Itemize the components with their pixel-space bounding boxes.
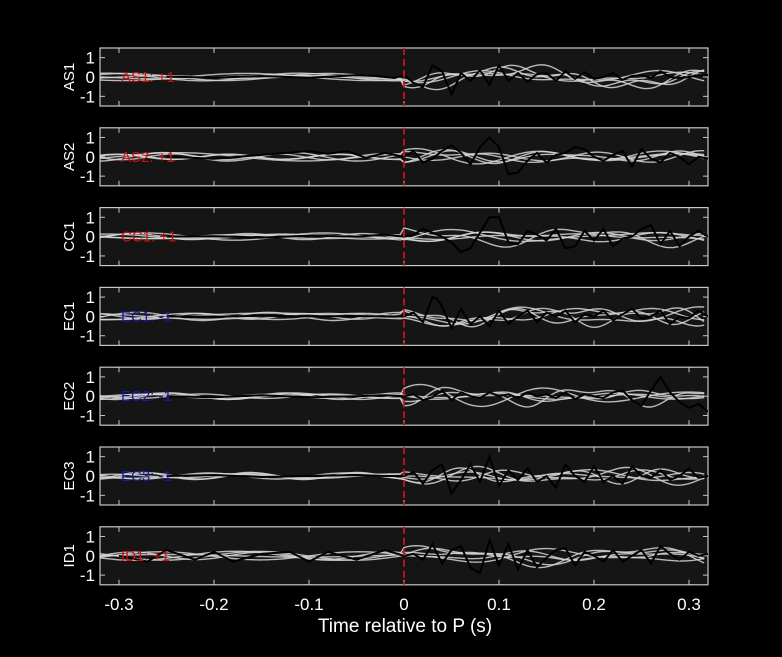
y-tick-label: -1 (80, 566, 95, 585)
y-tick-label: 1 (86, 448, 95, 467)
y-tick-label: -1 (80, 167, 95, 186)
y-tick-label: 0 (86, 228, 95, 247)
panel-polarity-label: AS1: +1 (121, 69, 175, 86)
y-tick-label: -1 (80, 327, 95, 346)
panel-traces (100, 537, 708, 575)
gray-trace (100, 307, 705, 329)
x-tick-label: -0.2 (199, 595, 228, 614)
gray-trace (100, 307, 705, 327)
panel-ylabel: ID1 (61, 544, 78, 567)
panel-traces (100, 295, 708, 331)
panel-ylabel: EC1 (61, 302, 78, 331)
panel-traces (100, 453, 708, 496)
panel-ylabel: CC1 (61, 222, 78, 252)
panel-polarity-label: EC2: -1 (121, 388, 172, 405)
panel-ylabel: AS1 (61, 63, 78, 91)
y-tick-label: -1 (80, 87, 95, 106)
y-tick-label: 1 (86, 49, 95, 68)
x-tick-label: 0.2 (582, 595, 606, 614)
y-tick-label: 0 (86, 68, 95, 87)
panel-polarity-label: EC3: -1 (121, 468, 172, 485)
gray-trace (100, 150, 705, 163)
gray-trace (100, 550, 705, 562)
gray-trace (100, 231, 705, 242)
panel-traces (100, 216, 708, 254)
x-tick-label: 0 (399, 595, 408, 614)
y-tick-label: 0 (86, 547, 95, 566)
y-tick-label: 0 (86, 148, 95, 167)
panel-polarity-label: AS2: +1 (121, 149, 175, 166)
y-tick-label: 0 (86, 387, 95, 406)
y-tick-label: 1 (86, 128, 95, 147)
black-trace (166, 375, 708, 413)
y-tick-label: 1 (86, 368, 95, 387)
x-tick-label: -0.1 (294, 595, 323, 614)
y-tick-label: 0 (86, 467, 95, 486)
panel-polarity-label: CC1: +1 (121, 229, 176, 246)
y-tick-label: -1 (80, 407, 95, 426)
panel-polarity-label: ID1: +1 (121, 548, 170, 565)
x-axis-label: Time relative to P (s) (318, 616, 492, 637)
y-tick-label: 1 (86, 288, 95, 307)
y-tick-label: -1 (80, 247, 95, 266)
black-trace (166, 295, 708, 331)
gray-trace (100, 544, 705, 569)
black-trace (166, 136, 708, 176)
panel-traces (100, 63, 708, 97)
panel-ylabel: AS2 (61, 143, 78, 171)
x-axis: -0.3 -0.2 -0.1 0 0.1 0.2 0.3 (104, 595, 700, 614)
panel-traces (100, 375, 708, 413)
gray-trace (100, 468, 705, 482)
gray-trace (100, 467, 705, 485)
black-trace (166, 216, 708, 254)
black-trace (118, 537, 708, 575)
panel-traces (100, 136, 708, 176)
panel-polarity-label: EC1: -1 (121, 308, 172, 325)
x-tick-label: 0.1 (487, 595, 511, 614)
panel-ylabel: EC3 (61, 461, 78, 490)
black-trace (166, 63, 708, 97)
y-tick-label: 0 (86, 307, 95, 326)
black-trace (166, 453, 708, 496)
x-tick-label: -0.3 (104, 595, 133, 614)
gray-trace (100, 71, 705, 83)
y-tick-label: 1 (86, 208, 95, 227)
panel-ylabel: EC2 (61, 382, 78, 411)
y-tick-label: -1 (80, 486, 95, 505)
x-tick-label: 0.3 (677, 595, 701, 614)
y-tick-label: 1 (86, 527, 95, 546)
gray-trace (100, 386, 705, 408)
